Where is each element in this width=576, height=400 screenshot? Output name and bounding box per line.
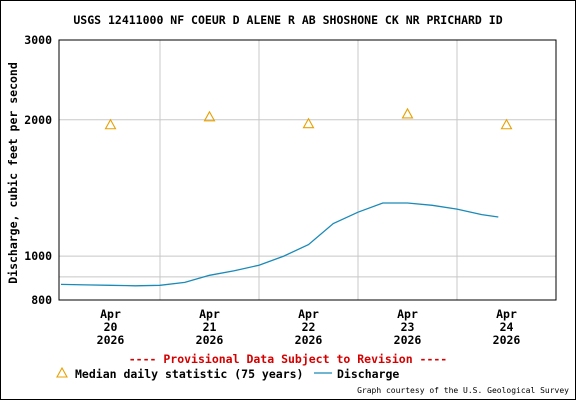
series-layer	[60, 107, 513, 287]
axis-layer: Apr202026Apr212026Apr222026Apr232026Apr2…	[24, 33, 557, 347]
y-tick-label: 1000	[24, 249, 52, 263]
legend-median-label: Median daily statistic (75 years)	[75, 367, 304, 381]
x-tick-label: Apr	[100, 307, 121, 321]
legend-median-symbol	[56, 366, 68, 378]
y-tick-label: 3000	[24, 33, 52, 47]
x-tick-label: 2026	[196, 333, 224, 347]
x-tick-label: 2026	[295, 333, 323, 347]
x-tick-label: Apr	[199, 307, 220, 321]
x-tick-label: Apr	[397, 307, 418, 321]
x-tick-label: 2026	[493, 333, 521, 347]
x-tick-label: 22	[302, 320, 316, 334]
chart-title: USGS 12411000 NF COEUR D ALENE R AB SHOS…	[73, 13, 503, 27]
plot-border	[58, 39, 557, 301]
y-tick-label: 2000	[24, 113, 52, 127]
x-tick-label: 23	[401, 320, 415, 334]
median-marker	[401, 107, 414, 119]
grid-layer	[59, 40, 556, 300]
median-marker	[500, 118, 513, 130]
x-tick-label: 21	[203, 320, 217, 334]
provisional-notice: ---- Provisional Data Subject to Revisio…	[128, 352, 448, 366]
y-axis-label: Discharge, cubic feet per second	[6, 62, 20, 284]
legend-discharge-label: Discharge	[337, 367, 400, 381]
x-tick-label: 2026	[97, 333, 125, 347]
median-marker	[302, 117, 315, 129]
median-marker	[203, 110, 216, 122]
x-tick-label: 20	[104, 320, 118, 334]
x-tick-label: 24	[500, 320, 514, 334]
y-tick-label: 800	[31, 293, 52, 307]
credit-text: Graph courtesy of the U.S. Geological Su…	[357, 386, 569, 395]
median-marker	[104, 118, 117, 130]
legend-layer	[56, 366, 332, 378]
discharge-line	[60, 202, 499, 287]
x-tick-label: Apr	[298, 307, 319, 321]
x-tick-label: 2026	[394, 333, 422, 347]
x-tick-label: Apr	[496, 307, 517, 321]
